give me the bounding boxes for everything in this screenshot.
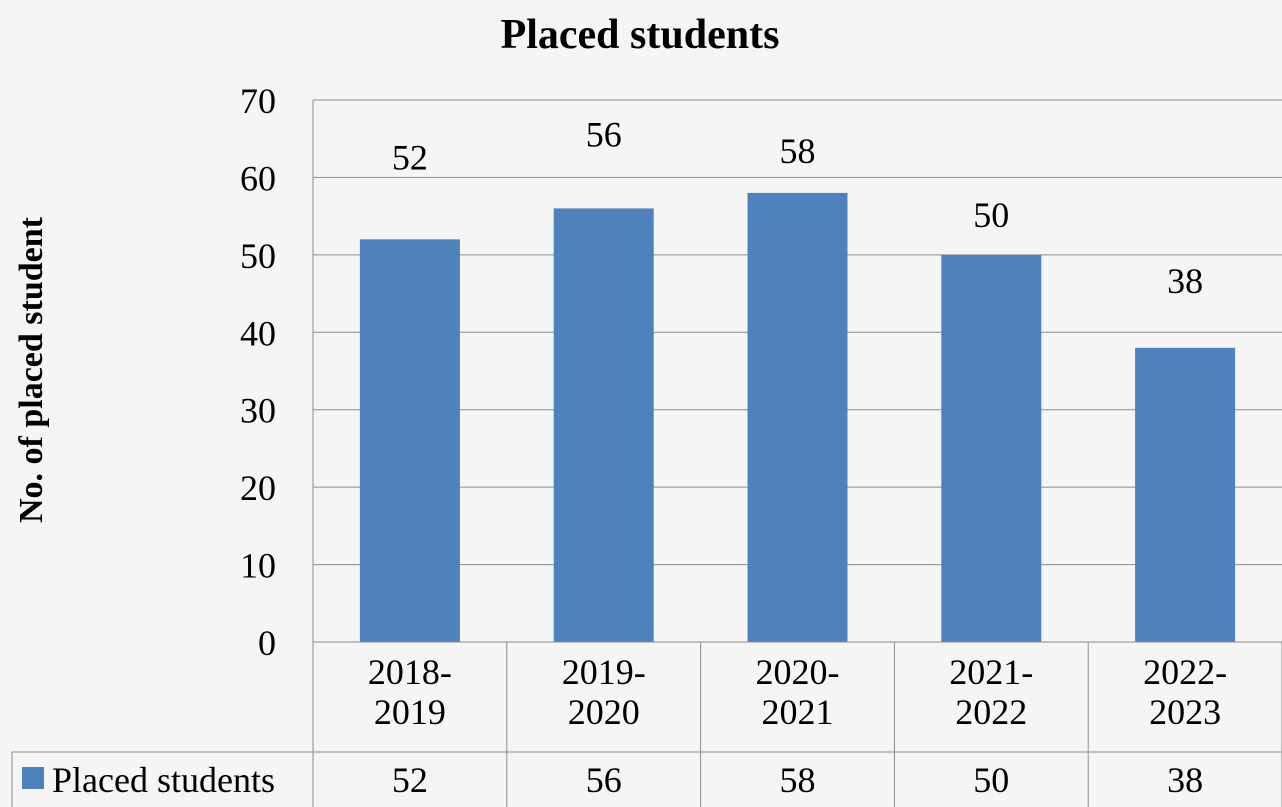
y-tick-label: 40 — [240, 313, 276, 353]
y-tick-label: 60 — [240, 158, 276, 198]
data-label: 56 — [586, 114, 622, 154]
y-tick-label: 0 — [258, 623, 276, 663]
data-label: 52 — [392, 137, 428, 177]
table-value: 50 — [973, 760, 1009, 800]
x-tick-label: 2020-2021 — [756, 652, 840, 732]
data-label: 50 — [973, 195, 1009, 235]
x-tick-label: 2018-2019 — [368, 652, 452, 732]
y-tick-label: 70 — [240, 81, 276, 121]
y-axis-ticks: 0 10 20 30 40 50 60 70 — [240, 81, 276, 663]
chart-title: Placed students — [501, 12, 780, 58]
table-value: 38 — [1167, 760, 1203, 800]
y-tick-label: 10 — [240, 546, 276, 586]
table-value: 52 — [392, 760, 428, 800]
bar — [553, 208, 654, 642]
legend-label: Placed students — [52, 760, 275, 800]
data-label: 58 — [780, 131, 816, 171]
y-axis-label: No. of placed student — [13, 216, 50, 523]
y-tick-label: 20 — [240, 468, 276, 508]
table-value: 56 — [586, 760, 622, 800]
bars — [359, 192, 1236, 642]
bar — [747, 192, 848, 642]
data-label: 38 — [1167, 261, 1203, 301]
x-tick-label: 2022-2023 — [1143, 652, 1227, 732]
bar — [941, 254, 1042, 642]
table-value: 58 — [780, 760, 816, 800]
data-labels: 52 56 58 50 38 — [392, 114, 1203, 300]
x-tick-label: 2021-2022 — [949, 652, 1033, 732]
legend-swatch — [22, 767, 44, 789]
bar — [359, 239, 460, 642]
bar — [1135, 347, 1236, 642]
y-tick-label: 50 — [240, 236, 276, 276]
data-table: 2018-2019 52 2019-2020 56 2020-2021 58 2021-20… — [11, 641, 1282, 807]
x-tick-label: 2019-2020 — [562, 652, 646, 732]
y-tick-label: 30 — [240, 391, 276, 431]
